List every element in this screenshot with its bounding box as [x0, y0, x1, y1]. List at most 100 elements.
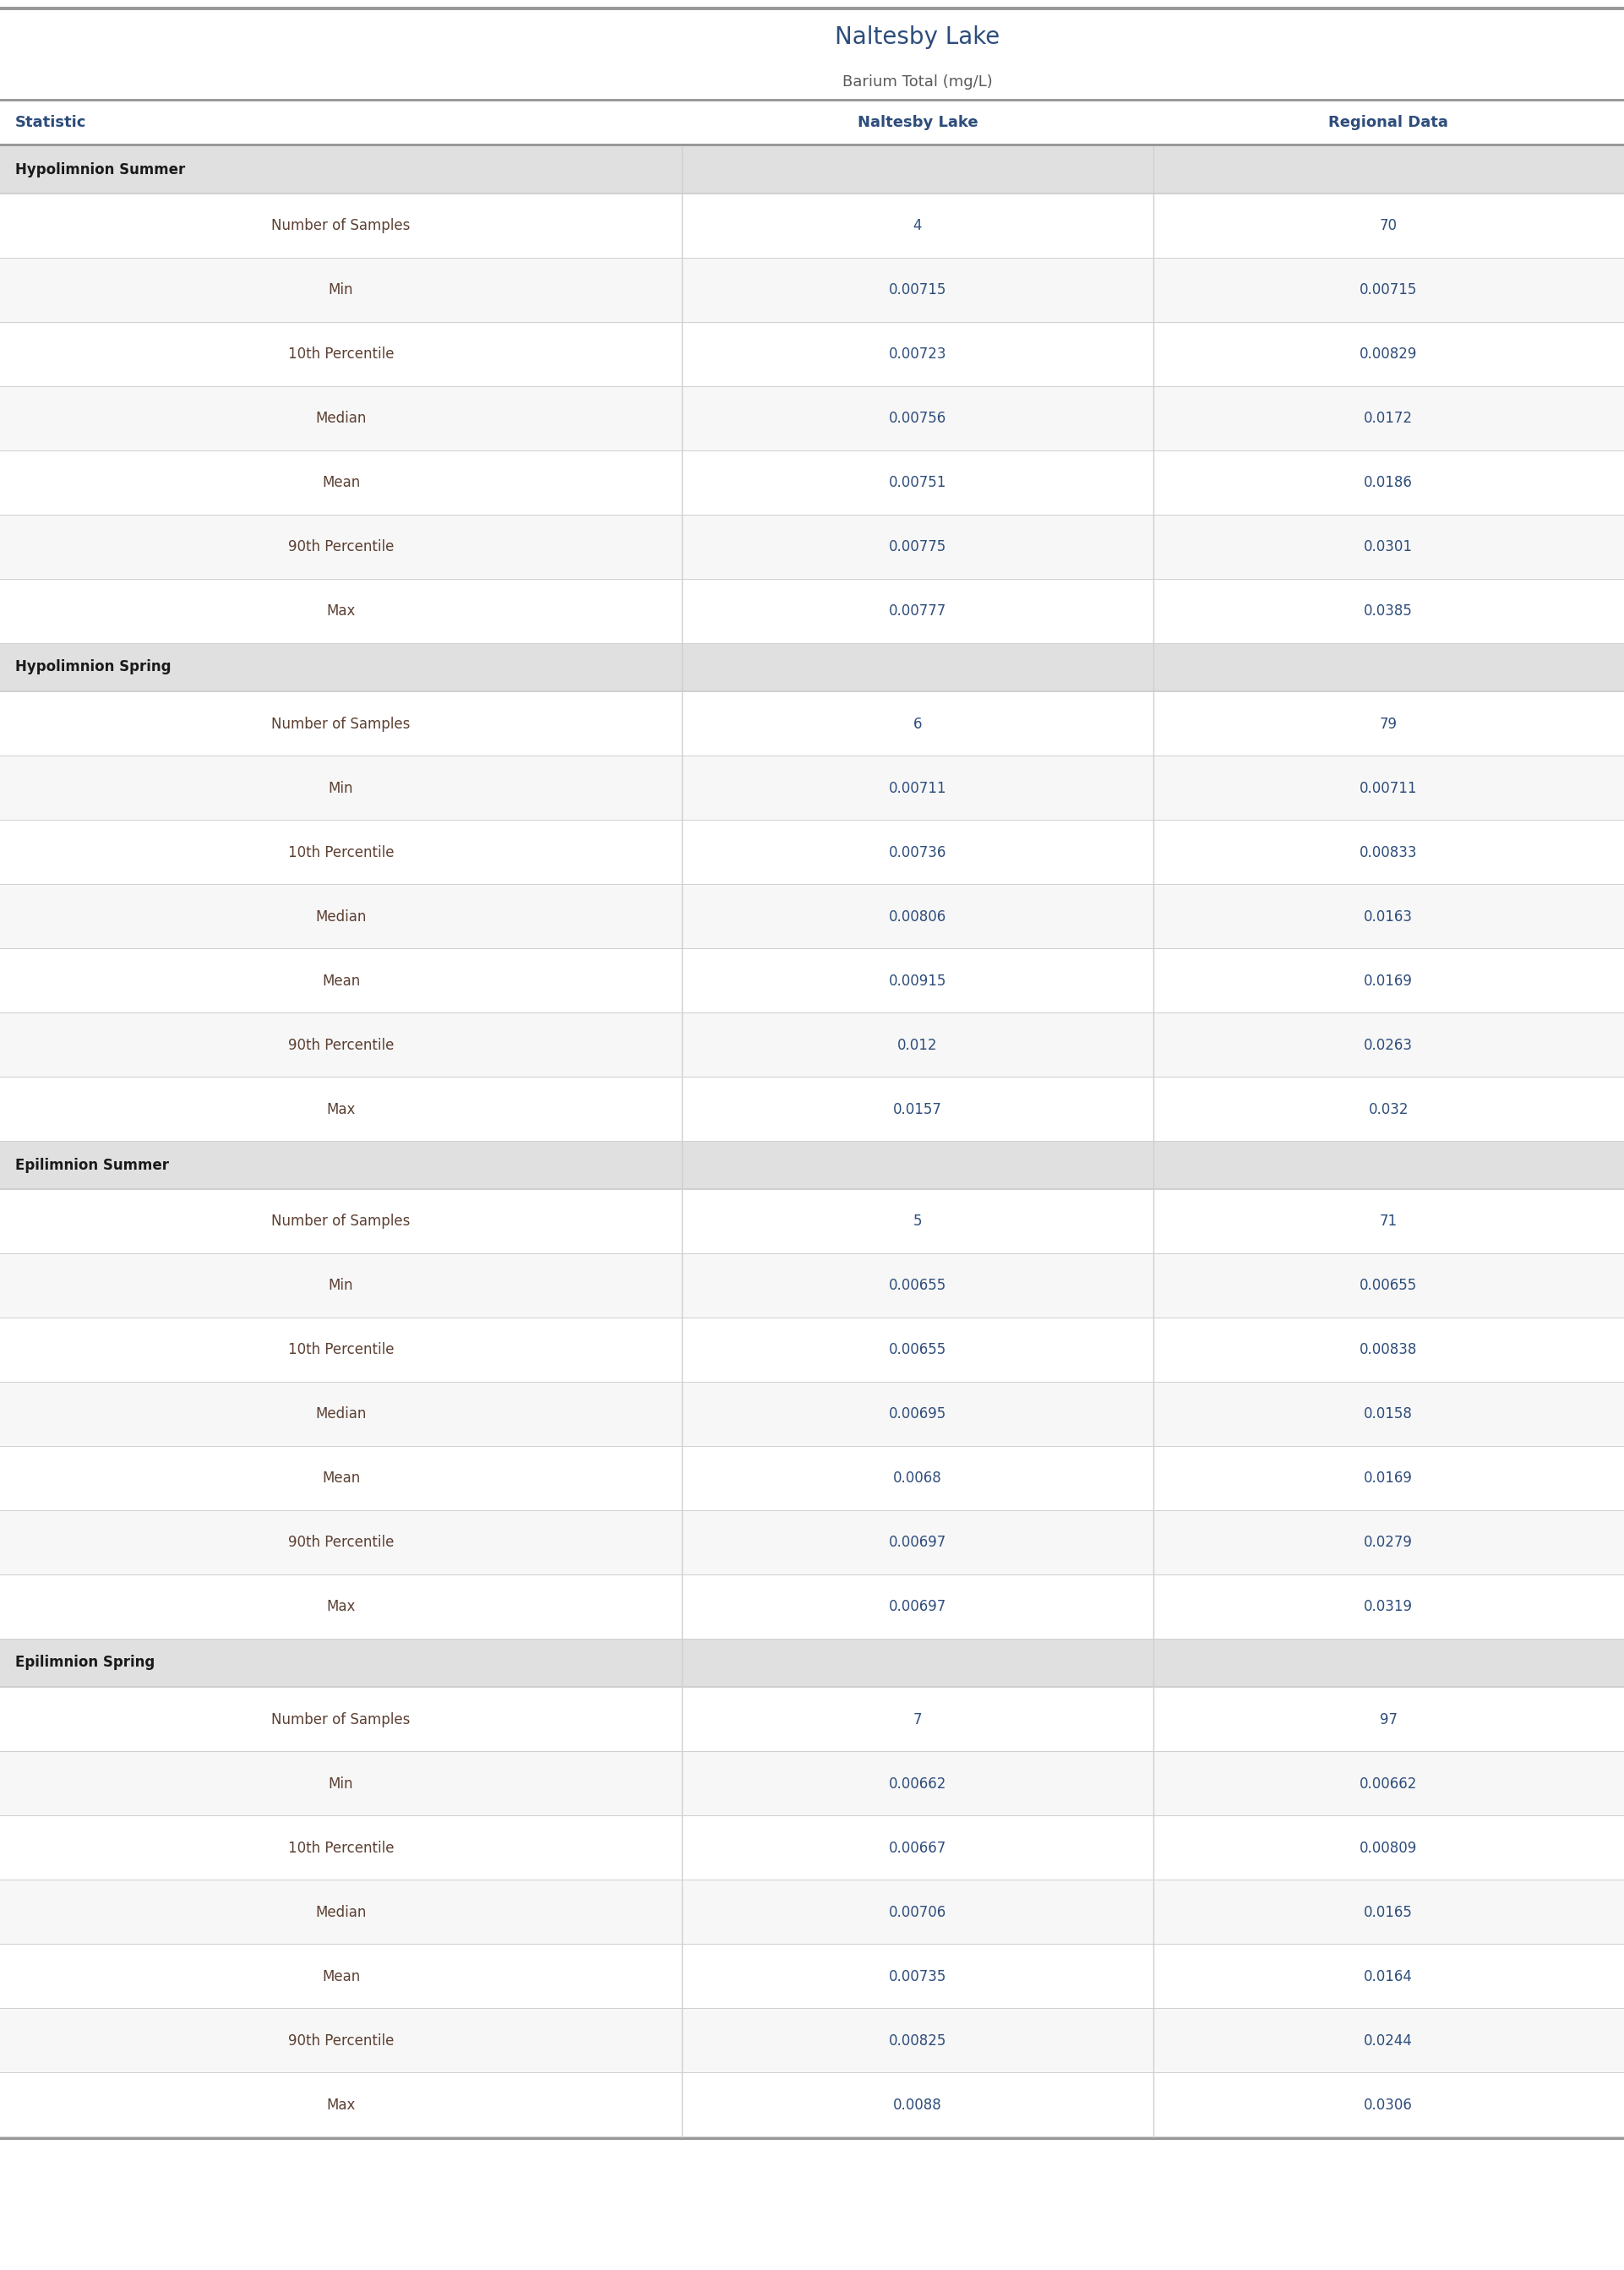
Text: 0.0306: 0.0306	[1364, 2097, 1413, 2113]
Text: 71: 71	[1380, 1214, 1397, 1230]
Text: 0.00838: 0.00838	[1359, 1342, 1418, 1357]
Text: 0.0068: 0.0068	[893, 1471, 942, 1487]
Text: 70: 70	[1380, 218, 1397, 234]
Bar	[0, 452, 1624, 515]
Text: 0.0163: 0.0163	[1364, 908, 1413, 924]
Bar	[0, 7, 1624, 9]
Text: Mean: Mean	[322, 1471, 361, 1487]
Text: Hypolimnion Summer: Hypolimnion Summer	[15, 161, 185, 177]
Text: 4: 4	[913, 218, 922, 234]
Text: 0.0165: 0.0165	[1364, 1905, 1413, 1920]
Text: 0.0244: 0.0244	[1364, 2034, 1413, 2048]
Bar	[0, 66, 1624, 100]
Text: 10th Percentile: 10th Percentile	[287, 844, 395, 860]
Text: 0.00829: 0.00829	[1359, 347, 1418, 363]
Text: 0.00655: 0.00655	[888, 1278, 947, 1294]
Text: 0.00697: 0.00697	[888, 1535, 947, 1550]
Bar	[0, 885, 1624, 949]
Text: 0.0279: 0.0279	[1364, 1535, 1413, 1550]
Text: Epilimnion Summer: Epilimnion Summer	[15, 1158, 169, 1174]
Text: Number of Samples: Number of Samples	[271, 1214, 411, 1230]
Text: 0.00695: 0.00695	[888, 1407, 947, 1421]
Text: 0.00806: 0.00806	[888, 908, 947, 924]
Bar	[0, 195, 1624, 259]
Text: Median: Median	[315, 411, 367, 427]
Text: 0.0263: 0.0263	[1364, 1037, 1413, 1053]
Text: 0.00662: 0.00662	[888, 1775, 947, 1791]
Text: Median: Median	[315, 1905, 367, 1920]
Text: 0.00655: 0.00655	[888, 1342, 947, 1357]
Bar	[0, 388, 1624, 449]
Text: 90th Percentile: 90th Percentile	[287, 1535, 395, 1550]
Bar	[0, 1512, 1624, 1575]
Text: 0.0164: 0.0164	[1364, 1968, 1413, 1984]
Bar	[0, 100, 1624, 102]
Bar	[0, 645, 1624, 690]
Text: 97: 97	[1380, 1712, 1397, 1727]
Bar	[0, 2009, 1624, 2073]
Text: 0.00655: 0.00655	[1359, 1278, 1418, 1294]
Text: 10th Percentile: 10th Percentile	[287, 347, 395, 363]
Text: 0.0088: 0.0088	[893, 2097, 942, 2113]
Text: 0.0319: 0.0319	[1364, 1600, 1413, 1614]
Text: 79: 79	[1380, 717, 1397, 731]
Text: Min: Min	[328, 781, 354, 797]
Text: 0.00736: 0.00736	[888, 844, 947, 860]
Text: 0.00723: 0.00723	[888, 347, 947, 363]
Bar	[0, 1382, 1624, 1446]
Text: 6: 6	[913, 717, 922, 731]
Text: 0.0169: 0.0169	[1364, 1471, 1413, 1487]
Bar	[0, 1880, 1624, 1943]
Text: Median: Median	[315, 1407, 367, 1421]
Bar	[0, 2073, 1624, 2136]
Bar	[0, 1319, 1624, 1382]
Bar	[0, 102, 1624, 143]
Bar	[0, 1687, 1624, 1750]
Text: 0.00751: 0.00751	[888, 474, 947, 490]
Text: Min: Min	[328, 1775, 354, 1791]
Bar	[0, 143, 1624, 145]
Text: 0.00662: 0.00662	[1359, 1775, 1418, 1791]
Bar	[0, 1078, 1624, 1142]
Text: 0.00825: 0.00825	[888, 2034, 947, 2048]
Text: Naltesby Lake: Naltesby Lake	[857, 116, 978, 129]
Text: Number of Samples: Number of Samples	[271, 1712, 411, 1727]
Bar	[0, 1012, 1624, 1076]
Text: 0.0157: 0.0157	[893, 1101, 942, 1117]
Text: Min: Min	[328, 284, 354, 297]
Text: 0.0186: 0.0186	[1364, 474, 1413, 490]
Text: 0.00915: 0.00915	[888, 974, 947, 987]
Text: 0.00775: 0.00775	[888, 540, 947, 554]
Text: 0.00711: 0.00711	[1359, 781, 1418, 797]
Text: 90th Percentile: 90th Percentile	[287, 2034, 395, 2048]
Text: Max: Max	[326, 1101, 356, 1117]
Bar	[0, 259, 1624, 322]
Text: Max: Max	[326, 604, 356, 620]
Bar	[0, 1752, 1624, 1816]
Text: 10th Percentile: 10th Percentile	[287, 1342, 395, 1357]
Text: Max: Max	[326, 1600, 356, 1614]
Text: Max: Max	[326, 2097, 356, 2113]
Bar	[0, 322, 1624, 386]
Text: 0.012: 0.012	[898, 1037, 937, 1053]
Text: Regional Data: Regional Data	[1328, 116, 1449, 129]
Bar	[0, 515, 1624, 579]
Text: 0.00833: 0.00833	[1359, 844, 1418, 860]
Text: Barium Total (mg/L): Barium Total (mg/L)	[843, 75, 992, 89]
Text: Number of Samples: Number of Samples	[271, 218, 411, 234]
Text: 0.00735: 0.00735	[888, 1968, 947, 1984]
Text: 90th Percentile: 90th Percentile	[287, 540, 395, 554]
Text: Hypolimnion Spring: Hypolimnion Spring	[15, 661, 171, 674]
Text: Naltesby Lake: Naltesby Lake	[835, 25, 1000, 50]
Text: 0.00667: 0.00667	[888, 1841, 947, 1855]
Bar	[0, 1446, 1624, 1510]
Text: 0.00715: 0.00715	[1359, 284, 1418, 297]
Bar	[0, 0, 1624, 7]
Bar	[0, 579, 1624, 642]
Bar	[0, 1945, 1624, 2009]
Text: Number of Samples: Number of Samples	[271, 717, 411, 731]
Bar	[0, 1816, 1624, 1880]
Text: 0.032: 0.032	[1369, 1101, 1408, 1117]
Bar	[0, 1639, 1624, 1687]
Text: 7: 7	[913, 1712, 922, 1727]
